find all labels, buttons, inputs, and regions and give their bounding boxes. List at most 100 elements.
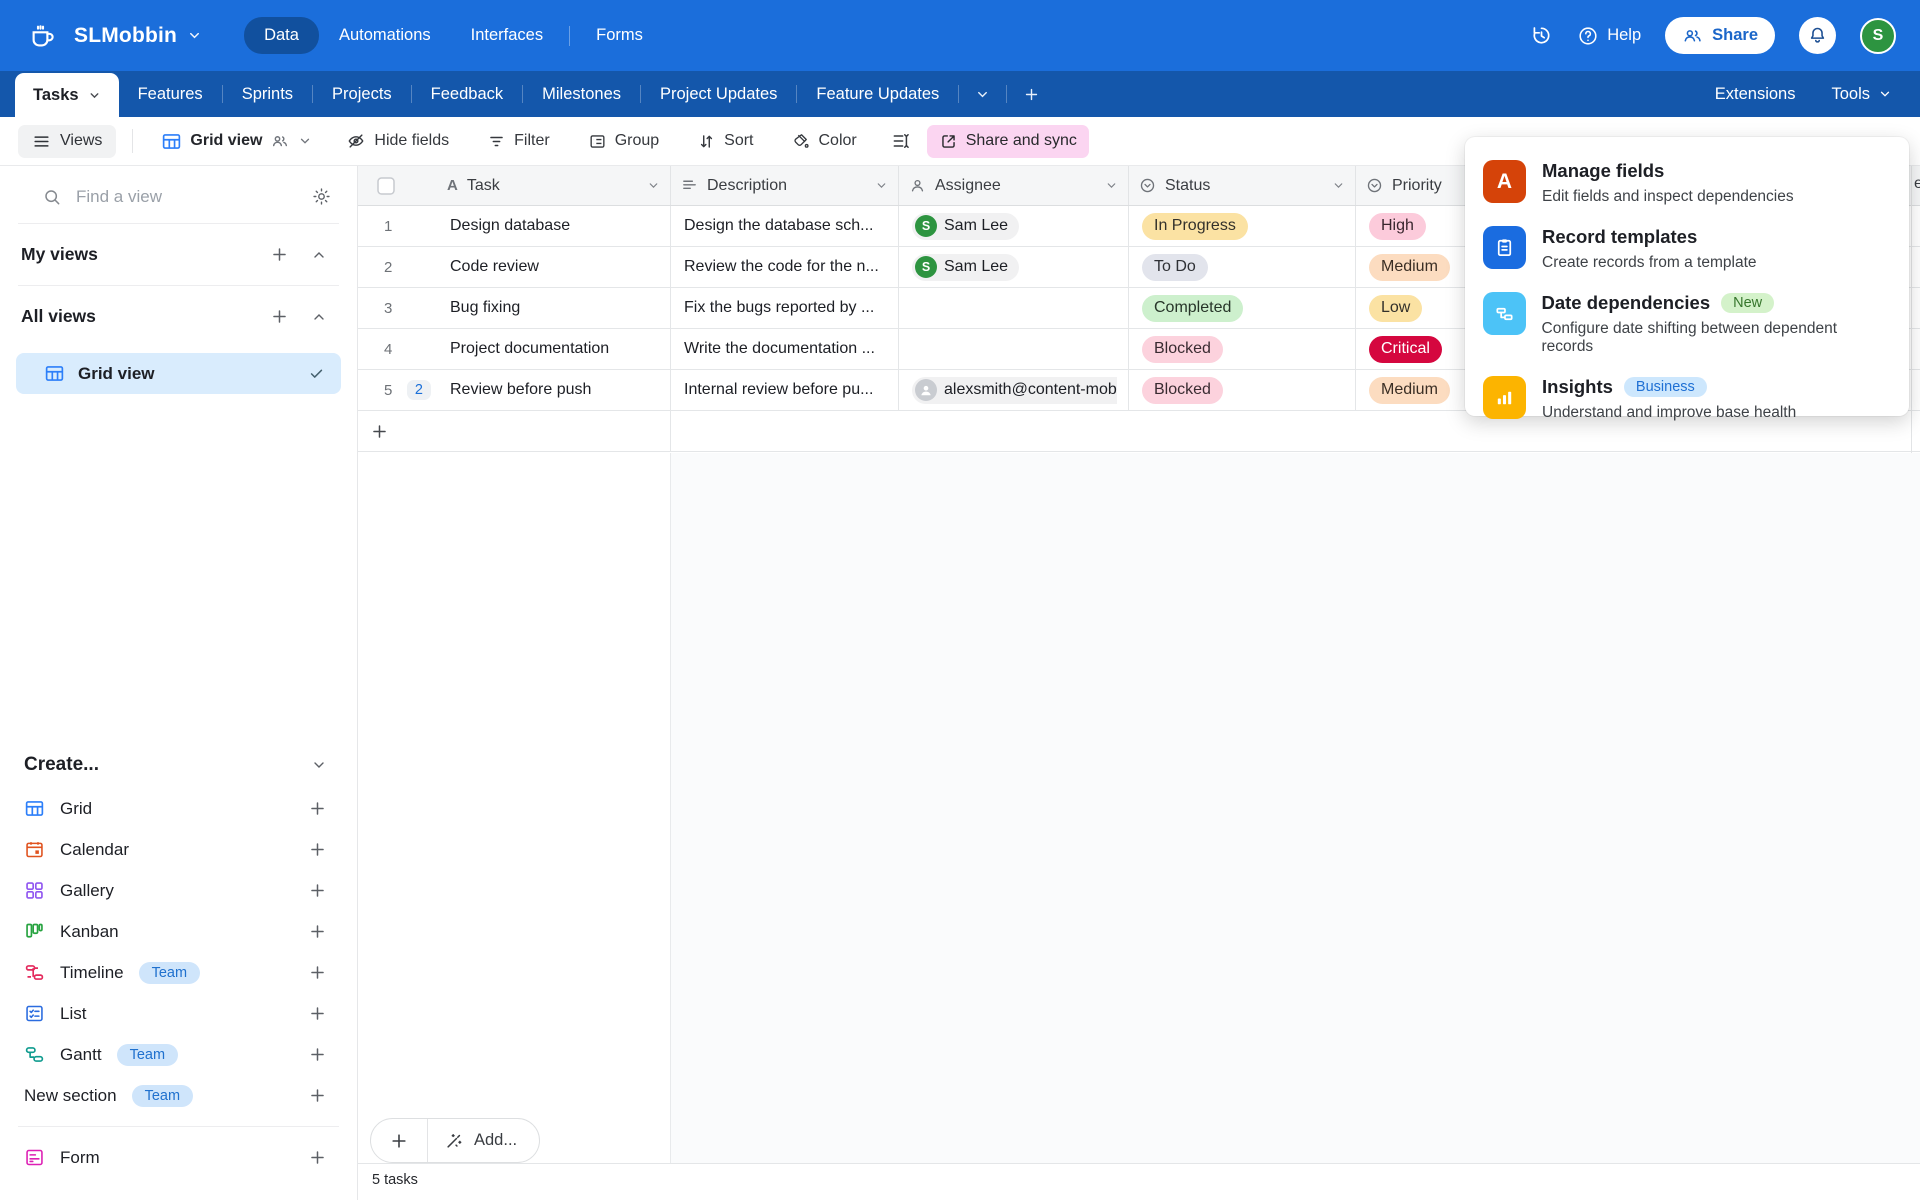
collapse-chevron-up-icon[interactable] bbox=[311, 247, 327, 263]
plus-icon[interactable] bbox=[308, 799, 327, 818]
extensions-button[interactable]: Extensions bbox=[1714, 84, 1796, 103]
cell-priority[interactable]: Medium bbox=[1356, 247, 1920, 287]
cell-description[interactable]: Fix the bugs reported by ... bbox=[684, 299, 875, 316]
tab-project-updates[interactable]: Project Updates bbox=[660, 84, 778, 103]
priority-badge[interactable]: Medium bbox=[1369, 253, 1450, 281]
plus-icon[interactable] bbox=[308, 963, 327, 982]
more-tables-chevron-icon[interactable] bbox=[959, 71, 1006, 117]
cell-description[interactable]: Write the documentation ... bbox=[684, 340, 875, 357]
status-badge[interactable]: Blocked bbox=[1142, 335, 1223, 363]
tools-button[interactable]: Tools bbox=[1831, 85, 1892, 104]
cell-assignee-empty[interactable] bbox=[899, 329, 1129, 369]
cell-priority[interactable]: Critical bbox=[1356, 329, 1920, 369]
nav-automations[interactable]: Automations bbox=[338, 26, 431, 44]
row-height-button[interactable] bbox=[879, 124, 923, 158]
column-header-priority[interactable]: Priority bbox=[1356, 166, 1920, 205]
comment-count-badge[interactable]: 2 bbox=[406, 380, 431, 400]
nav-forms[interactable]: Forms bbox=[596, 26, 643, 44]
plus-icon[interactable] bbox=[308, 840, 327, 859]
tab-features[interactable]: Features bbox=[137, 84, 203, 103]
notifications-bell-icon[interactable] bbox=[1799, 17, 1836, 54]
create-timeline-item[interactable]: Timeline Team bbox=[0, 952, 357, 993]
select-all-checkbox[interactable] bbox=[377, 176, 395, 195]
color-button[interactable]: Color bbox=[780, 125, 869, 158]
add-view-plus-icon[interactable] bbox=[270, 307, 289, 326]
column-header-assignee[interactable]: Assignee bbox=[899, 166, 1129, 205]
create-gantt-item[interactable]: Gantt Team bbox=[0, 1034, 357, 1075]
view-settings-gear-icon[interactable] bbox=[311, 186, 332, 207]
column-header-task[interactable]: A Task bbox=[437, 166, 671, 205]
status-badge[interactable]: Blocked bbox=[1142, 376, 1223, 404]
create-new-section-item[interactable]: New section Team bbox=[0, 1075, 357, 1116]
cell-assignee[interactable]: S Sam Lee bbox=[899, 206, 1129, 246]
search-input[interactable] bbox=[76, 186, 297, 207]
select-all-cell[interactable] bbox=[358, 166, 437, 205]
menu-item-manage-fields[interactable]: A Manage fields Edit fields and inspect … bbox=[1465, 150, 1909, 216]
create-gallery-item[interactable]: Gallery bbox=[0, 870, 357, 911]
cell-priority[interactable]: High bbox=[1356, 206, 1920, 246]
chevron-down-icon[interactable] bbox=[647, 179, 660, 192]
tab-milestones[interactable]: Milestones bbox=[542, 84, 621, 103]
cell-description[interactable]: Design the database sch... bbox=[684, 217, 874, 234]
cell-assignee-empty[interactable] bbox=[899, 288, 1129, 328]
plus-icon[interactable] bbox=[308, 1004, 327, 1023]
help-button[interactable]: Help bbox=[1577, 25, 1641, 47]
priority-badge[interactable]: Low bbox=[1369, 294, 1423, 322]
cell-description[interactable]: Review the code for the n... bbox=[684, 258, 879, 275]
cell-task[interactable]: Project documentation bbox=[450, 340, 610, 357]
nav-data[interactable]: Data bbox=[244, 17, 319, 54]
cell-status[interactable]: Completed bbox=[1129, 288, 1356, 328]
create-kanban-item[interactable]: Kanban bbox=[0, 911, 357, 952]
nav-interfaces[interactable]: Interfaces bbox=[470, 26, 544, 44]
create-heading-row[interactable]: Create... bbox=[0, 742, 357, 788]
priority-badge[interactable]: High bbox=[1369, 212, 1426, 240]
plus-icon[interactable] bbox=[308, 881, 327, 900]
menu-item-date-dependencies[interactable]: Date dependencies New Configure date shi… bbox=[1465, 282, 1909, 366]
tab-feature-updates[interactable]: Feature Updates bbox=[816, 84, 940, 103]
cell-status[interactable]: In Progress bbox=[1129, 206, 1356, 246]
cell-assignee[interactable]: S Sam Lee bbox=[899, 247, 1129, 287]
add-view-plus-icon[interactable] bbox=[270, 245, 289, 264]
add-table-plus-icon[interactable] bbox=[1007, 71, 1056, 117]
base-title[interactable]: SLMobbin bbox=[74, 23, 178, 47]
tab-sprints[interactable]: Sprints bbox=[241, 84, 294, 103]
plus-icon[interactable] bbox=[308, 1148, 327, 1167]
cell-task[interactable]: Code review bbox=[450, 258, 539, 275]
base-logo-cup-icon[interactable] bbox=[28, 21, 58, 51]
add-record-row[interactable] bbox=[358, 411, 1920, 452]
menu-item-record-templates[interactable]: Record templates Create records from a t… bbox=[1465, 216, 1909, 282]
grid-view-selector[interactable]: Grid view bbox=[149, 124, 324, 159]
share-button[interactable]: Share bbox=[1665, 17, 1775, 54]
cell-assignee[interactable]: alexsmith@content-mob bbox=[899, 370, 1129, 410]
create-grid-item[interactable]: Grid bbox=[0, 788, 357, 829]
filter-button[interactable]: Filter bbox=[475, 125, 562, 158]
user-avatar[interactable]: S bbox=[1860, 17, 1896, 54]
cell-task[interactable]: Review before push bbox=[450, 381, 592, 398]
add-record-plus-icon[interactable] bbox=[370, 422, 389, 441]
all-views-section[interactable]: All views bbox=[0, 286, 357, 347]
plus-icon[interactable] bbox=[308, 1045, 327, 1064]
column-header-description[interactable]: Description bbox=[671, 166, 899, 205]
sidebar-item-grid-view[interactable]: Grid view bbox=[16, 353, 341, 394]
hide-fields-button[interactable]: Hide fields bbox=[334, 124, 461, 158]
find-view-search[interactable] bbox=[0, 166, 357, 223]
priority-badge[interactable]: Medium bbox=[1369, 376, 1450, 404]
cell-status[interactable]: To Do bbox=[1129, 247, 1356, 287]
cell-task[interactable]: Bug fixing bbox=[450, 299, 521, 316]
cell-description[interactable]: Internal review before pu... bbox=[684, 381, 874, 398]
cell-task[interactable]: Design database bbox=[450, 217, 571, 234]
cell-priority[interactable]: Low bbox=[1356, 288, 1920, 328]
tab-tasks[interactable]: Tasks bbox=[15, 73, 119, 117]
plus-icon[interactable] bbox=[308, 922, 327, 941]
chevron-down-icon[interactable] bbox=[1105, 179, 1118, 192]
plus-icon[interactable] bbox=[308, 1086, 327, 1105]
create-form-item[interactable]: Form bbox=[0, 1137, 357, 1178]
my-views-section[interactable]: My views bbox=[0, 224, 357, 285]
cell-priority[interactable]: Medium bbox=[1356, 370, 1920, 410]
status-badge[interactable]: Completed bbox=[1142, 294, 1244, 322]
group-button[interactable]: Group bbox=[576, 125, 671, 158]
tab-feedback[interactable]: Feedback bbox=[430, 84, 504, 103]
sort-button[interactable]: Sort bbox=[685, 125, 765, 158]
chevron-down-icon[interactable] bbox=[311, 757, 327, 773]
